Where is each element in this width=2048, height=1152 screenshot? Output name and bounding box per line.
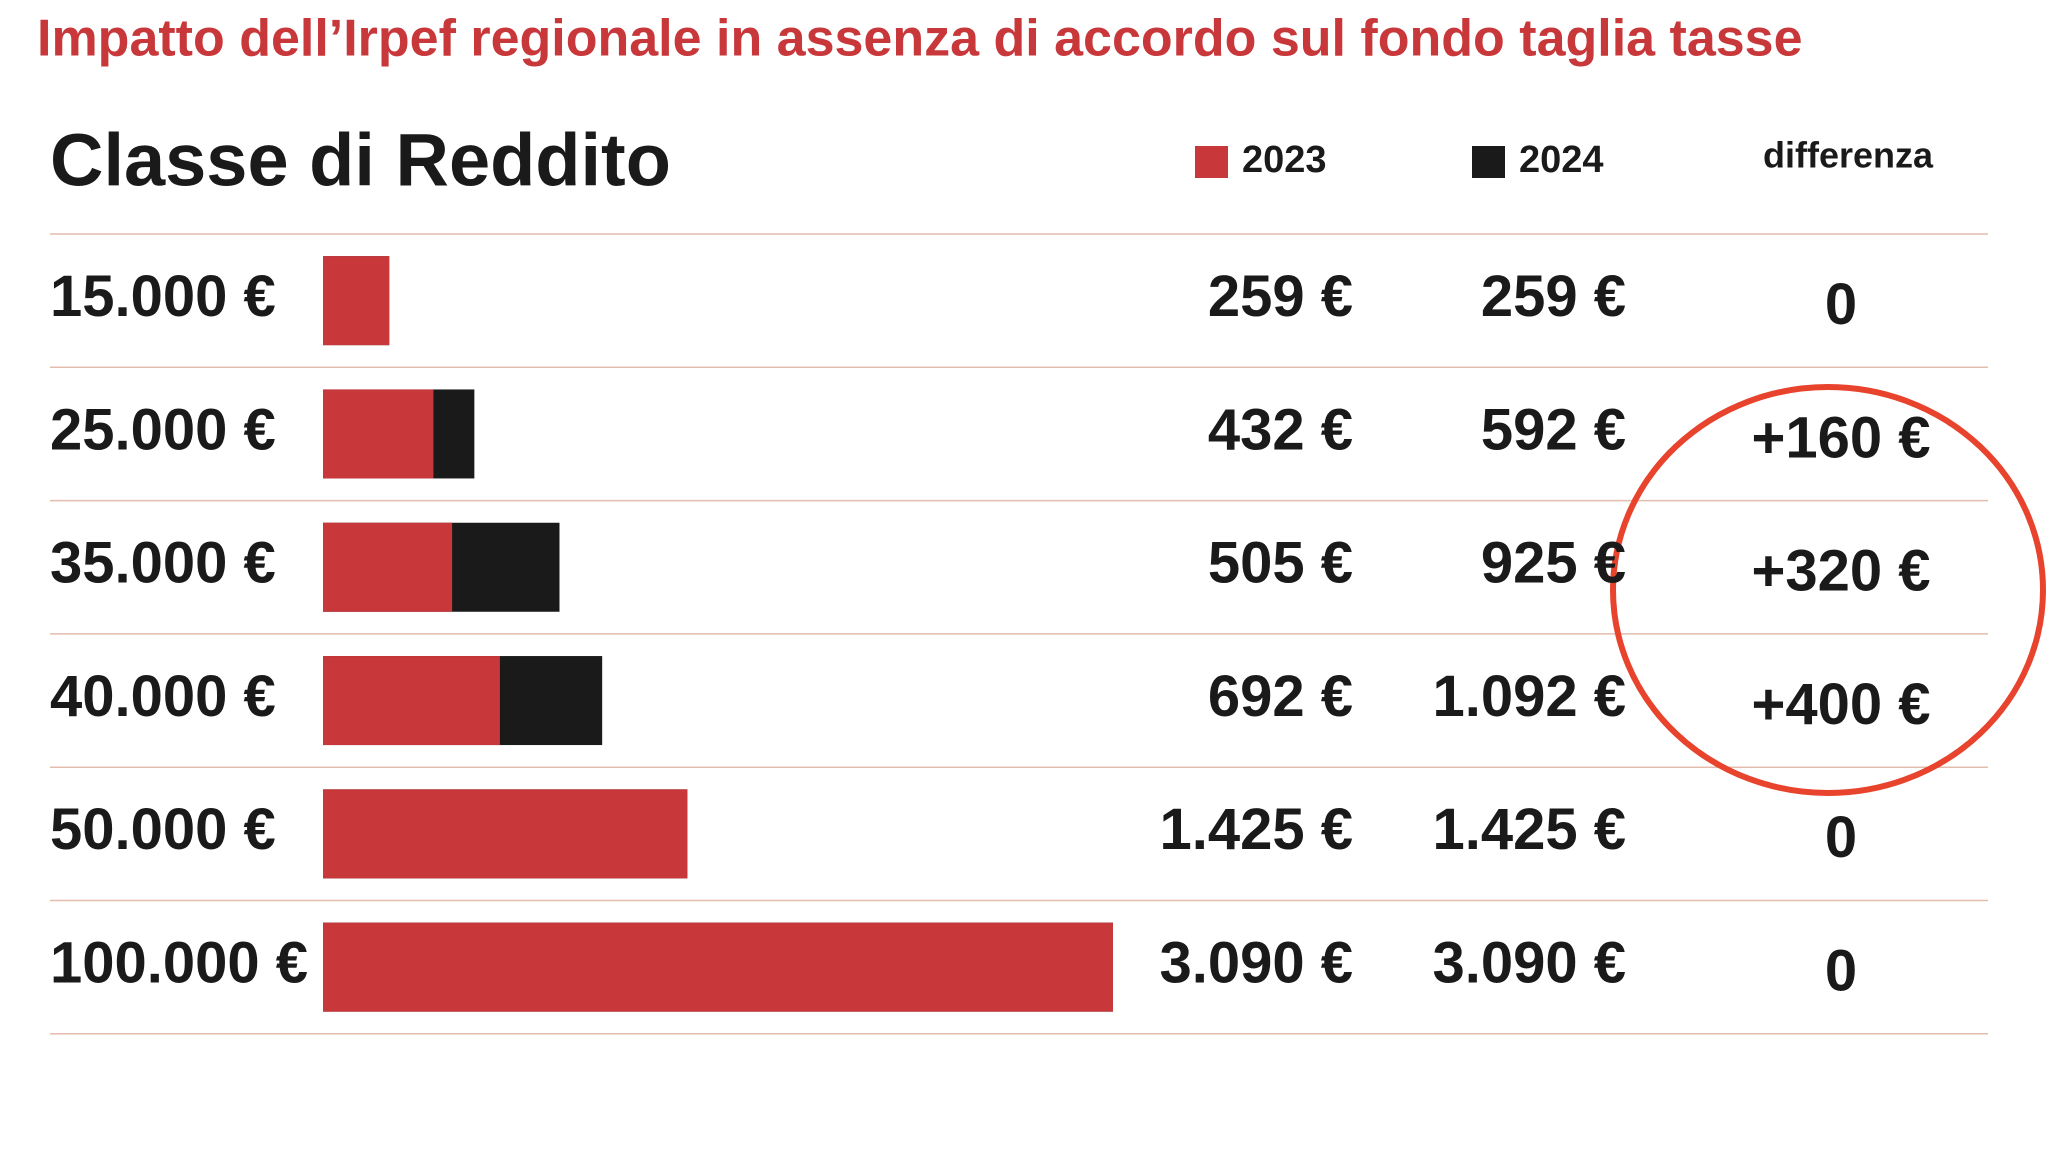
bar xyxy=(323,522,453,612)
difference-label: 0 xyxy=(1825,272,1857,337)
value-label: 1.092 € xyxy=(1432,664,1626,729)
category-label: 50.000 € xyxy=(50,797,276,862)
legend-swatch xyxy=(1472,146,1505,178)
difference-label: +160 € xyxy=(1751,405,1930,470)
value-label: 259 € xyxy=(1208,264,1353,329)
legend-swatch xyxy=(1195,146,1228,178)
category-label: 40.000 € xyxy=(50,664,276,729)
value-label: 3.090 € xyxy=(1432,930,1626,995)
highlight-circle xyxy=(1610,384,2046,796)
value-label: 505 € xyxy=(1208,531,1353,596)
difference-label: 0 xyxy=(1825,805,1857,870)
bar xyxy=(323,389,434,479)
value-label: 1.425 € xyxy=(1432,797,1626,862)
category-header: Classe di Reddito xyxy=(50,119,671,202)
category-label: 35.000 € xyxy=(50,531,276,596)
value-label: 432 € xyxy=(1208,397,1353,462)
category-label: 15.000 € xyxy=(50,264,276,329)
value-label: 592 € xyxy=(1481,397,1626,462)
value-label: 692 € xyxy=(1208,664,1353,729)
difference-header: differenza xyxy=(1763,135,1934,176)
bar xyxy=(323,656,500,746)
category-label: 25.000 € xyxy=(50,397,276,462)
bar xyxy=(323,256,390,346)
bar xyxy=(323,789,688,879)
value-label: 1.425 € xyxy=(1159,797,1353,862)
difference-label: +320 € xyxy=(1751,539,1930,604)
value-label: 3.090 € xyxy=(1159,930,1353,995)
chart-title: Impatto dell’Irpef regionale in assenza … xyxy=(37,10,1803,68)
value-label: 259 € xyxy=(1481,264,1626,329)
difference-label: 0 xyxy=(1825,938,1857,1003)
legend-label: 2024 xyxy=(1519,139,1604,181)
bar xyxy=(323,922,1113,1012)
category-label: 100.000 € xyxy=(50,930,308,995)
value-label: 925 € xyxy=(1481,531,1626,596)
difference-label: +400 € xyxy=(1751,672,1930,737)
legend-label: 2023 xyxy=(1242,139,1327,181)
